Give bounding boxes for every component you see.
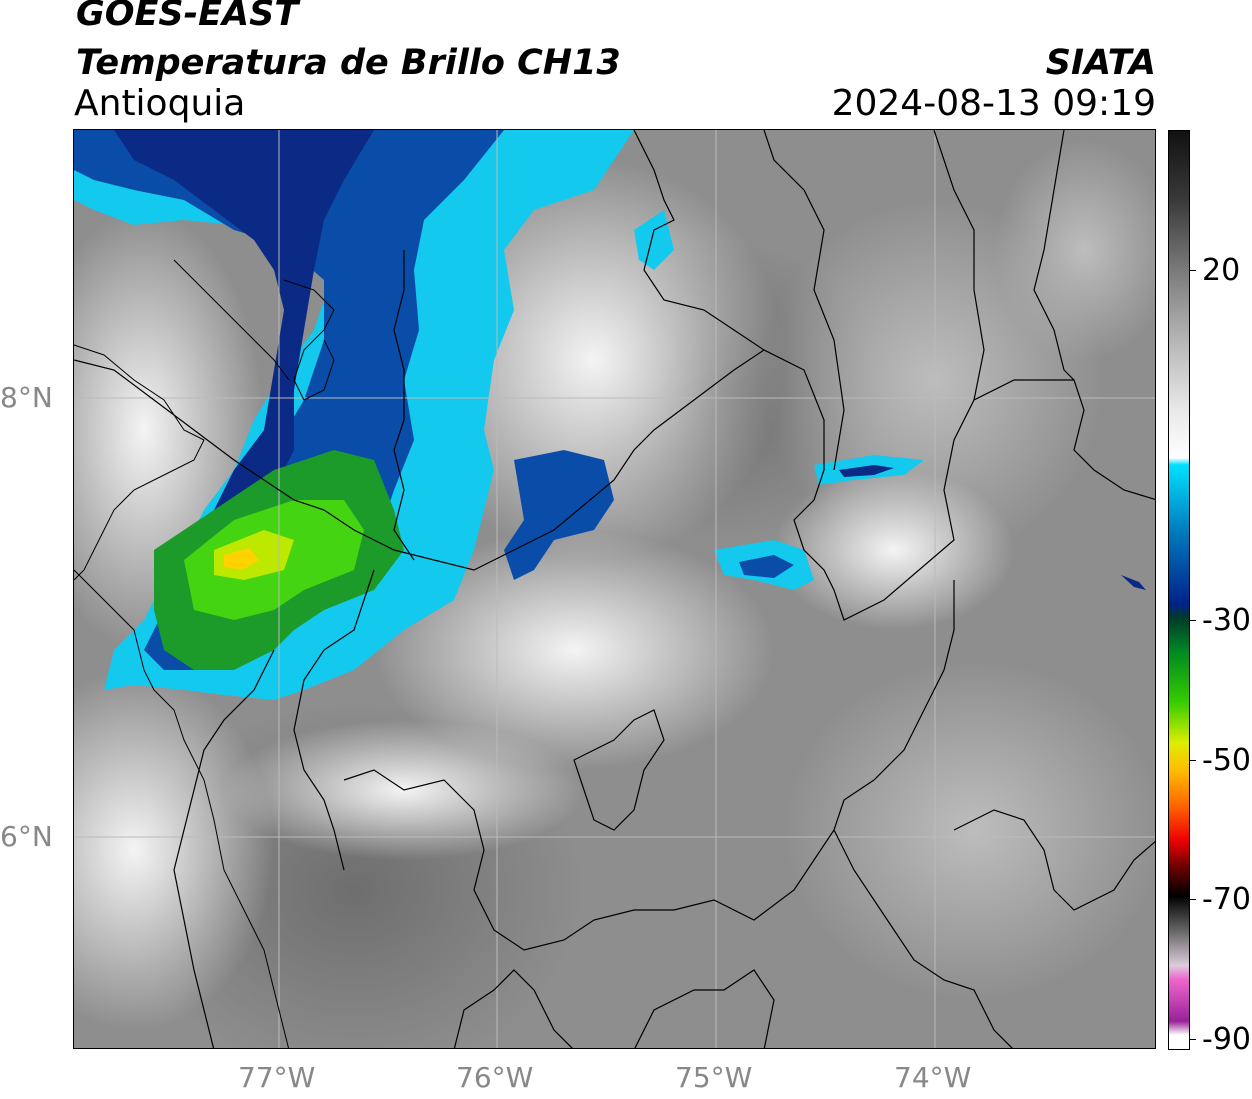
organization-label: SIATA (1045, 43, 1156, 83)
lon-label-74w: 74°W (894, 1061, 972, 1094)
colorbar-tick (1190, 760, 1196, 761)
satellite-map (73, 129, 1156, 1049)
convective-core (224, 548, 259, 570)
lon-label-76w: 76°W (456, 1061, 534, 1094)
timestamp: 2024-08-13 09:19 (831, 83, 1156, 124)
colorbar-tick (1190, 270, 1196, 271)
colorbar-label-minus90: -90 (1202, 1022, 1251, 1057)
colorbar (1168, 130, 1190, 1050)
colorbar-tick (1190, 899, 1196, 900)
region-label: Antioquia (74, 83, 246, 124)
colorbar-label-minus50: -50 (1202, 743, 1251, 778)
colorbar-label-minus70: -70 (1202, 882, 1251, 917)
colorbar-tick (1190, 1039, 1196, 1040)
admin-borders (74, 130, 1155, 1048)
lat-label-6n: 6°N (0, 820, 53, 853)
coastline (74, 259, 335, 1048)
lat-label-8n: 8°N (0, 381, 53, 414)
colorbar-label-minus30: -30 (1202, 603, 1251, 638)
graticule (74, 130, 1155, 1048)
satellite-source: GOES-EAST (76, 0, 299, 34)
convective-navy (114, 130, 374, 630)
colorbar-label-20: 20 (1202, 253, 1241, 288)
convective-blue (74, 130, 504, 670)
map-image (74, 130, 1155, 1048)
lon-label-77w: 77°W (238, 1061, 316, 1094)
lon-label-75w: 75°W (675, 1061, 753, 1094)
colorbar-tick (1190, 620, 1196, 621)
product-title: Temperatura de Brillo CH13 (76, 43, 621, 83)
